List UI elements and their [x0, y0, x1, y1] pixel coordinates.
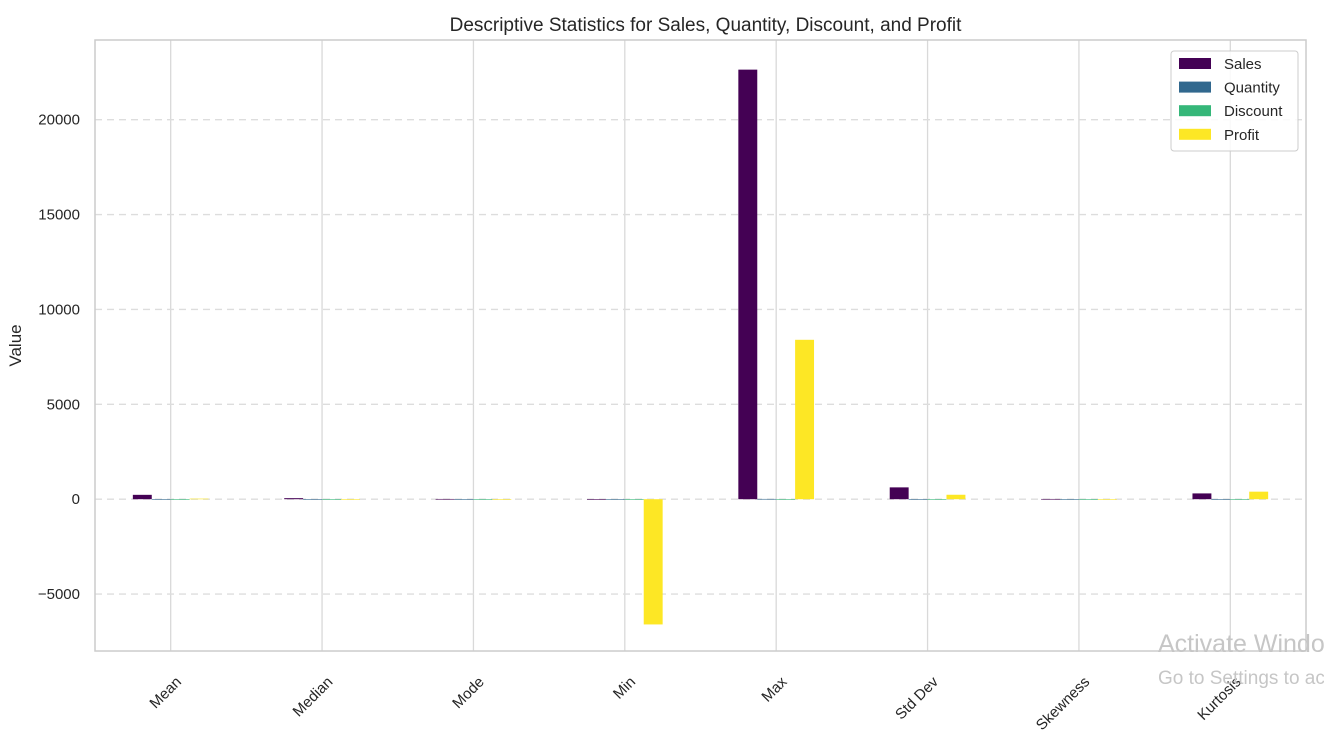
bar-sales-kurtosis	[1192, 493, 1212, 500]
bar-quantity-std-dev	[908, 499, 928, 500]
bar-discount-median	[322, 499, 341, 500]
bar-discount-max	[776, 499, 796, 500]
y-tick-label: −5000	[38, 586, 80, 603]
legend-swatch-discount	[1179, 105, 1211, 117]
bar-profit-mode	[492, 499, 512, 500]
bar-profit-max	[795, 339, 815, 500]
x-tick-label: Mean	[146, 673, 185, 712]
x-tick-label: Skewness	[1033, 673, 1093, 733]
x-tick-label: Std Dev	[892, 673, 942, 723]
bar-quantity-mode	[454, 499, 474, 500]
bar-quantity-skewness	[1060, 499, 1079, 500]
bar-sales-mean	[132, 494, 152, 500]
bar-profit-kurtosis	[1249, 491, 1269, 500]
bar-profit-mean	[189, 498, 209, 500]
bar-quantity-median	[303, 499, 323, 500]
legend-swatch-quantity	[1179, 81, 1211, 93]
bar-discount-std-dev	[927, 499, 947, 500]
bar-sales-median	[284, 498, 304, 500]
y-tick-label: 0	[72, 491, 80, 508]
bar-quantity-min	[605, 499, 625, 500]
plot-area	[95, 40, 1306, 651]
bar-sales-skewness	[1041, 498, 1061, 500]
bar-profit-std-dev	[946, 494, 966, 500]
legend-label-sales: Sales	[1224, 56, 1262, 73]
bar-sales-min	[586, 499, 606, 500]
bar-sales-max	[738, 69, 758, 500]
y-axis-label: Value	[6, 324, 25, 366]
legend-label-discount: Discount	[1224, 103, 1283, 120]
bar-profit-median	[340, 499, 360, 500]
y-tick-label: 15000	[38, 207, 80, 224]
x-tick-label: Max	[758, 673, 790, 705]
legend-label-quantity: Quantity	[1224, 80, 1280, 97]
bar-sales-std-dev	[889, 487, 909, 500]
x-tick-label: Kurtosis	[1194, 673, 1244, 723]
bar-quantity-mean	[151, 499, 171, 500]
bar-quantity-kurtosis	[1211, 499, 1231, 500]
x-tick-label: Median	[290, 673, 337, 720]
bar-discount-skewness	[1078, 499, 1098, 500]
bar-discount-mode	[473, 499, 493, 500]
y-tick-label: 20000	[38, 112, 80, 129]
bar-discount-mean	[170, 499, 190, 500]
bar-sales-mode	[435, 498, 455, 500]
y-tick-label: 5000	[47, 396, 80, 413]
y-tick-label: 10000	[38, 301, 80, 318]
legend-label-profit: Profit	[1224, 127, 1260, 144]
x-tick-label: Min	[610, 673, 639, 702]
plot-frame	[94, 39, 1307, 652]
chart-title: Descriptive Statistics for Sales, Quanti…	[450, 15, 963, 36]
bar-discount-kurtosis	[1230, 499, 1250, 500]
bar-discount-min	[624, 499, 644, 500]
legend	[1170, 50, 1299, 152]
x-tick-label: Mode	[449, 673, 488, 712]
bar-profit-min	[643, 499, 663, 625]
legend-swatch-sales	[1179, 58, 1211, 69]
bar-profit-skewness	[1097, 499, 1117, 500]
bar-quantity-max	[757, 498, 777, 500]
legend-swatch-profit	[1179, 128, 1211, 140]
